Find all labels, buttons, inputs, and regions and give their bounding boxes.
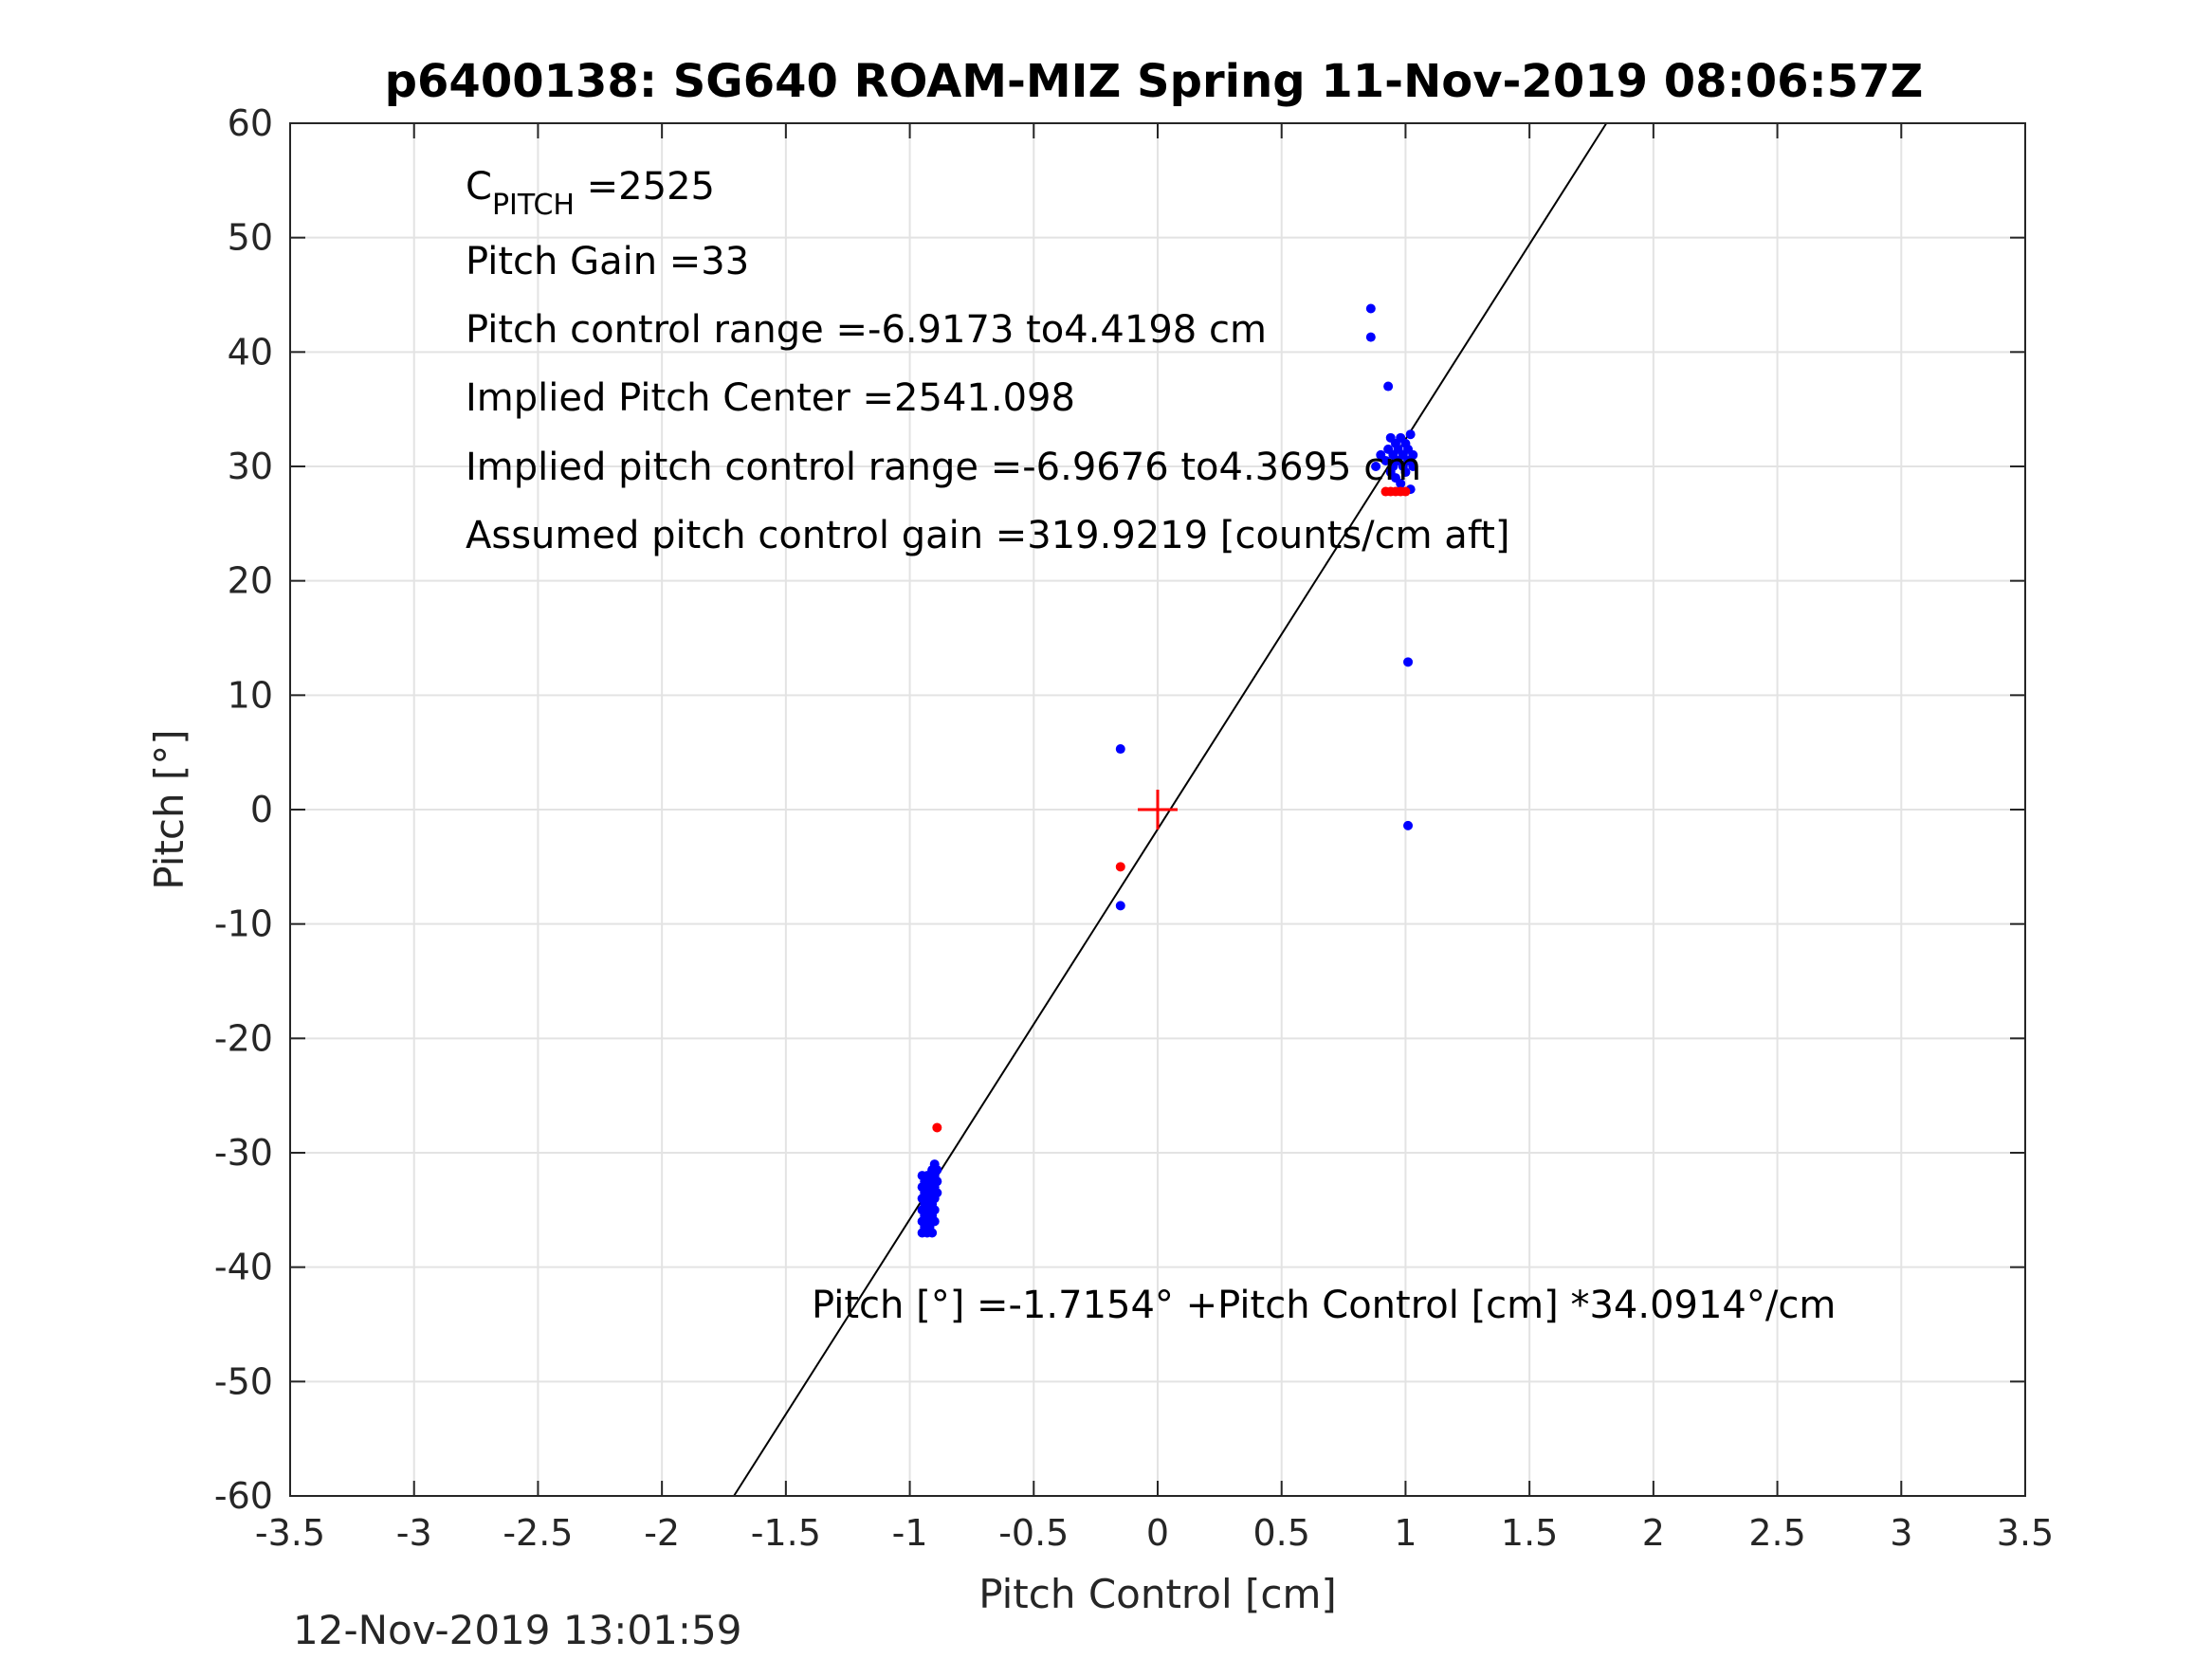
x-tick-label: -1 [892, 1512, 928, 1554]
y-tick-label: -20 [214, 1017, 273, 1059]
x-tick-labels: -3.5 -3 -2.5 -2 -1.5 -1 -0.5 0 0.5 1 1.5 2 2.5 3 3.5 [255, 1512, 2054, 1554]
blue-data-point [932, 1188, 942, 1198]
cpitch-value: =2525 [575, 165, 715, 209]
blue-data-point [1383, 381, 1394, 392]
y-tick-label: 50 [228, 217, 273, 259]
y-tick-label: -50 [214, 1360, 273, 1402]
pitch-gain-annotation: Pitch Gain =33 [466, 240, 749, 283]
y-tick-label: 30 [228, 446, 273, 487]
y-tick-label: -10 [214, 903, 273, 945]
cpitch-subscript: PITCH [492, 189, 575, 222]
data-points [917, 303, 1418, 1238]
blue-data-point [1405, 429, 1416, 440]
blue-data-point [1380, 455, 1391, 465]
x-tick-label: 1.5 [1501, 1512, 1558, 1554]
blue-data-point [1408, 449, 1418, 460]
blue-data-point [929, 1205, 940, 1215]
blue-data-point [1408, 462, 1418, 471]
x-axis-label: Pitch Control [cm] [978, 1571, 1337, 1617]
y-tick-label: -30 [214, 1132, 273, 1174]
x-tick-label: 1 [1394, 1512, 1417, 1554]
blue-data-point [1396, 479, 1406, 489]
x-tick-label: -2 [644, 1512, 680, 1554]
red-data-point [932, 1122, 942, 1133]
blue-data-point [929, 1216, 940, 1227]
y-tick-label: -40 [214, 1247, 273, 1288]
cpitch-base: C [466, 165, 492, 209]
y-tick-label: 20 [228, 560, 273, 602]
y-tick-labels: 60 50 40 30 20 10 0 -10 -20 -30 -40 -50 -60 [214, 102, 273, 1517]
x-tick-label: 0.5 [1252, 1512, 1309, 1554]
x-tick-label: 2.5 [1748, 1512, 1805, 1554]
blue-data-point [1371, 462, 1381, 471]
x-tick-label: 3 [1890, 1512, 1912, 1554]
x-tick-label: -1.5 [751, 1512, 821, 1554]
blue-data-point [1115, 901, 1125, 911]
blue-data-point [1365, 332, 1376, 342]
blue-data-point [932, 1165, 942, 1176]
timestamp: 12-Nov-2019 13:01:59 [293, 1607, 741, 1653]
x-tick-label: -2.5 [503, 1512, 573, 1554]
axes-frame [289, 122, 2026, 1497]
blue-data-point [927, 1228, 938, 1238]
x-tick-label: -3.5 [255, 1512, 325, 1554]
center-marker [1138, 790, 1178, 830]
y-tick-label: -60 [214, 1475, 273, 1517]
y-tick-label: 60 [228, 102, 273, 144]
y-axis-label: Pitch [°] [146, 729, 192, 889]
red-data-point [1400, 486, 1411, 497]
implied-center-annotation: Implied Pitch Center =2541.098 [466, 376, 1075, 420]
blue-data-point [1400, 467, 1411, 478]
implied-range-annotation: Implied pitch control range =-6.9676 to4… [466, 446, 1421, 489]
assumed-gain-annotation: Assumed pitch control gain =319.9219 [co… [466, 514, 1509, 557]
x-tick-label: 2 [1642, 1512, 1665, 1554]
annotation-block: CPITCH =2525 Pitch Gain =33 Pitch contro… [466, 165, 1836, 1327]
fit-equation-annotation: Pitch [°] =-1.7154° +Pitch Control [cm] … [812, 1284, 1836, 1327]
red-data-point [1115, 862, 1125, 872]
blue-data-point [1115, 744, 1125, 755]
x-tick-label: 0 [1146, 1512, 1169, 1554]
control-range-annotation: Pitch control range =-6.9173 to4.4198 cm [466, 308, 1267, 352]
x-tick-label: -3 [396, 1512, 432, 1554]
x-tick-label: 3.5 [1997, 1512, 2054, 1554]
blue-data-point [932, 1176, 942, 1187]
cpitch-annotation: CPITCH =2525 [466, 165, 715, 222]
blue-data-point [1403, 657, 1414, 667]
y-tick-label: 0 [250, 789, 273, 830]
blue-data-point [1403, 820, 1414, 830]
chart-title: p6400138: SG640 ROAM-MIZ Spring 11-Nov-2… [385, 55, 1924, 108]
y-tick-label: 40 [228, 331, 273, 373]
blue-data-point [1365, 303, 1376, 314]
x-tick-label: -0.5 [998, 1512, 1069, 1554]
y-tick-label: 10 [228, 674, 273, 716]
